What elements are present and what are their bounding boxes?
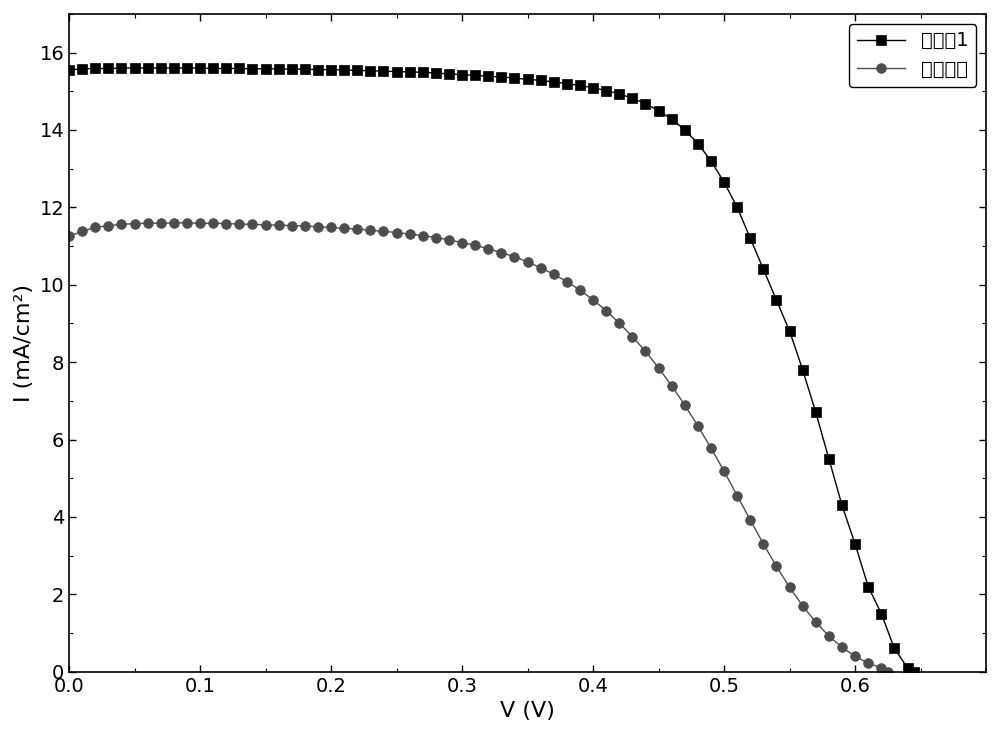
传统电池 [181, 218, 193, 227]
实施例1 [142, 64, 154, 73]
传统电池 [613, 319, 625, 328]
实施例1 [443, 69, 455, 78]
实施例1 [286, 65, 298, 74]
Line: 实施例1: 实施例1 [64, 63, 919, 676]
实施例1 [862, 582, 874, 591]
传统电池 [535, 263, 547, 272]
传统电池 [882, 667, 894, 676]
Legend: 实施例1, 传统电池: 实施例1, 传统电池 [849, 24, 976, 87]
实施例1 [115, 64, 127, 73]
Y-axis label: I (mA/cm²): I (mA/cm²) [14, 284, 34, 402]
传统电池 [63, 232, 75, 241]
传统电池 [168, 218, 180, 227]
实施例1 [908, 667, 920, 676]
实施例1 [338, 65, 350, 74]
传统电池 [482, 244, 494, 253]
传统电池 [417, 232, 429, 240]
实施例1 [63, 65, 75, 74]
传统电池 [600, 306, 612, 315]
Line: 传统电池: 传统电池 [64, 218, 893, 676]
X-axis label: V (V): V (V) [500, 701, 555, 721]
实施例1 [744, 234, 756, 243]
